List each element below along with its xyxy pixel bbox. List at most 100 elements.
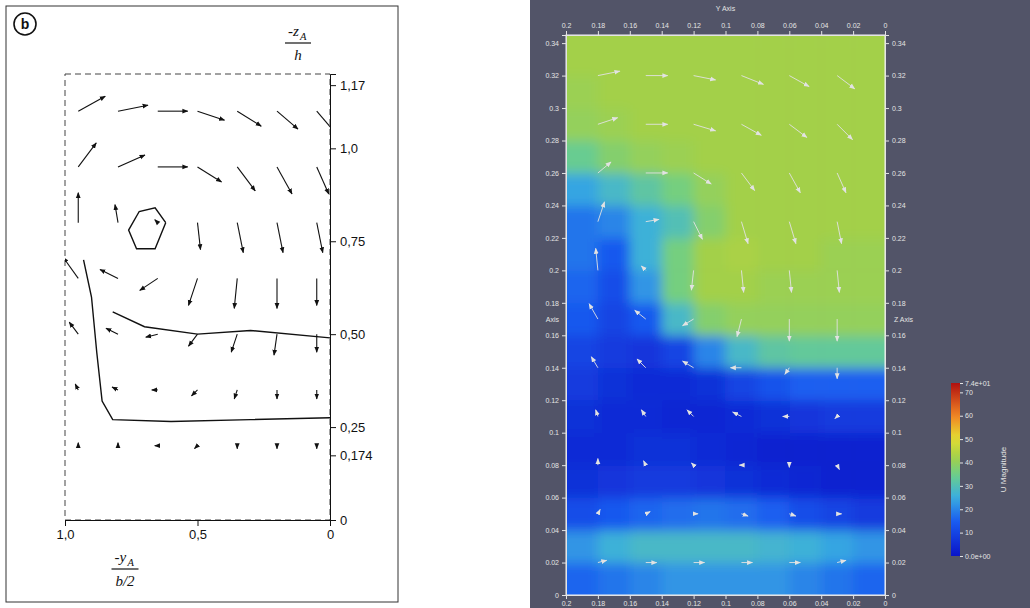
tick-mark (885, 498, 889, 499)
field-cell (598, 43, 630, 76)
tick: 0.32 (885, 72, 906, 79)
tick: 0 (555, 592, 566, 599)
panel-label-ring (14, 13, 36, 35)
field-cell (821, 530, 853, 563)
axis-title-denominator: h (294, 47, 302, 63)
tick-mark (885, 400, 889, 401)
field-cell (566, 563, 598, 595)
tick-label: 40 (965, 459, 973, 466)
field-cell (662, 173, 694, 206)
tick: 0.04 (815, 22, 829, 35)
tick-mark (694, 31, 695, 35)
tick-mark (885, 108, 889, 109)
field-cell (694, 335, 726, 368)
tick: 0.1 (721, 595, 731, 607)
field-cell (757, 368, 789, 401)
tick-label: 0,174 (340, 448, 373, 463)
tick: 0.22 (885, 235, 906, 242)
tick: 0.2 (885, 267, 902, 274)
vector-arrow (635, 310, 646, 319)
field-cell (566, 335, 598, 368)
vector-arrow (231, 334, 237, 352)
tick: 0.18 (592, 22, 606, 35)
tick-label: 1,0 (56, 527, 74, 542)
tick-label: 0.16 (892, 332, 906, 339)
axis-line (886, 36, 890, 596)
vector-arrow (641, 266, 645, 270)
vector-arrow (694, 562, 705, 563)
tick: 0.06 (885, 494, 906, 501)
tick-mark (885, 270, 889, 271)
vector-arrow (276, 278, 277, 308)
field-cell (662, 141, 694, 174)
tick: 1,17 (330, 78, 365, 93)
tick-mark (630, 595, 631, 599)
vector-arrow (694, 76, 716, 80)
tick: 0.3 (549, 105, 566, 112)
tick-mark (562, 335, 566, 336)
vector-arrow (789, 270, 791, 292)
field-cell (757, 270, 789, 303)
vector-arrow (316, 334, 317, 352)
field-cells (566, 35, 885, 595)
field-cell (726, 563, 758, 595)
field-cell (566, 238, 598, 271)
field-cell (789, 238, 821, 271)
axis-line (567, 31, 886, 36)
field-cell (630, 465, 662, 498)
tick: 40 (960, 459, 973, 466)
tick-mark (757, 595, 758, 599)
field-cell (726, 173, 758, 206)
vector-arrow (646, 124, 668, 125)
field-cell (598, 205, 630, 238)
tick-mark (562, 205, 566, 206)
vector-arrow (234, 278, 237, 308)
tick-mark (885, 303, 889, 304)
tick-label: 0.14 (545, 364, 559, 371)
tick-mark (885, 173, 889, 174)
field-cell (630, 173, 662, 206)
field-cell (789, 368, 821, 401)
vector-arrow (730, 367, 741, 368)
field-cell (566, 108, 598, 141)
tick: 0.2 (549, 267, 566, 274)
field (566, 35, 885, 595)
tick: 1,0 (330, 141, 358, 156)
tick-label: 10 (965, 529, 973, 536)
tick: 0.08 (545, 462, 566, 469)
vector-arrow (837, 560, 846, 562)
vector-arrow (237, 167, 255, 191)
axis-title: -yAb/2 (112, 549, 139, 589)
vector-arrow (741, 222, 748, 244)
vector-arrow (837, 222, 841, 244)
vector-arrow (789, 124, 807, 137)
vector-arrow (276, 390, 277, 399)
field-cell (694, 465, 726, 498)
tick-label: 0.2 (562, 22, 572, 29)
tick-label: 0.1 (549, 429, 559, 436)
vector-arrow (741, 270, 743, 292)
field-cell (853, 335, 885, 368)
field-cell (789, 433, 821, 466)
tick-mark (885, 76, 889, 77)
field-cell (821, 400, 853, 433)
field-cell (598, 400, 630, 433)
vector-arrow (106, 328, 118, 334)
field-cell (789, 43, 821, 76)
tick-mark (694, 595, 695, 599)
tick-label: 0.06 (545, 494, 559, 501)
tick-label: 0.02 (892, 559, 906, 566)
field-cell (853, 303, 885, 336)
tick-label: 0.12 (687, 22, 701, 29)
tick-mark (198, 520, 199, 526)
tick-label: 0.32 (892, 72, 906, 79)
tick-label: 0.34 (545, 40, 559, 47)
tick-label: 0.28 (892, 137, 906, 144)
tick: 0.24 (885, 202, 906, 209)
tick-label: 0.02 (545, 559, 559, 566)
tick-mark (330, 427, 336, 428)
tick: 0.22 (545, 235, 566, 242)
field-cell (694, 205, 726, 238)
field-cell (853, 238, 885, 271)
tick-label: 0.14 (892, 364, 906, 371)
